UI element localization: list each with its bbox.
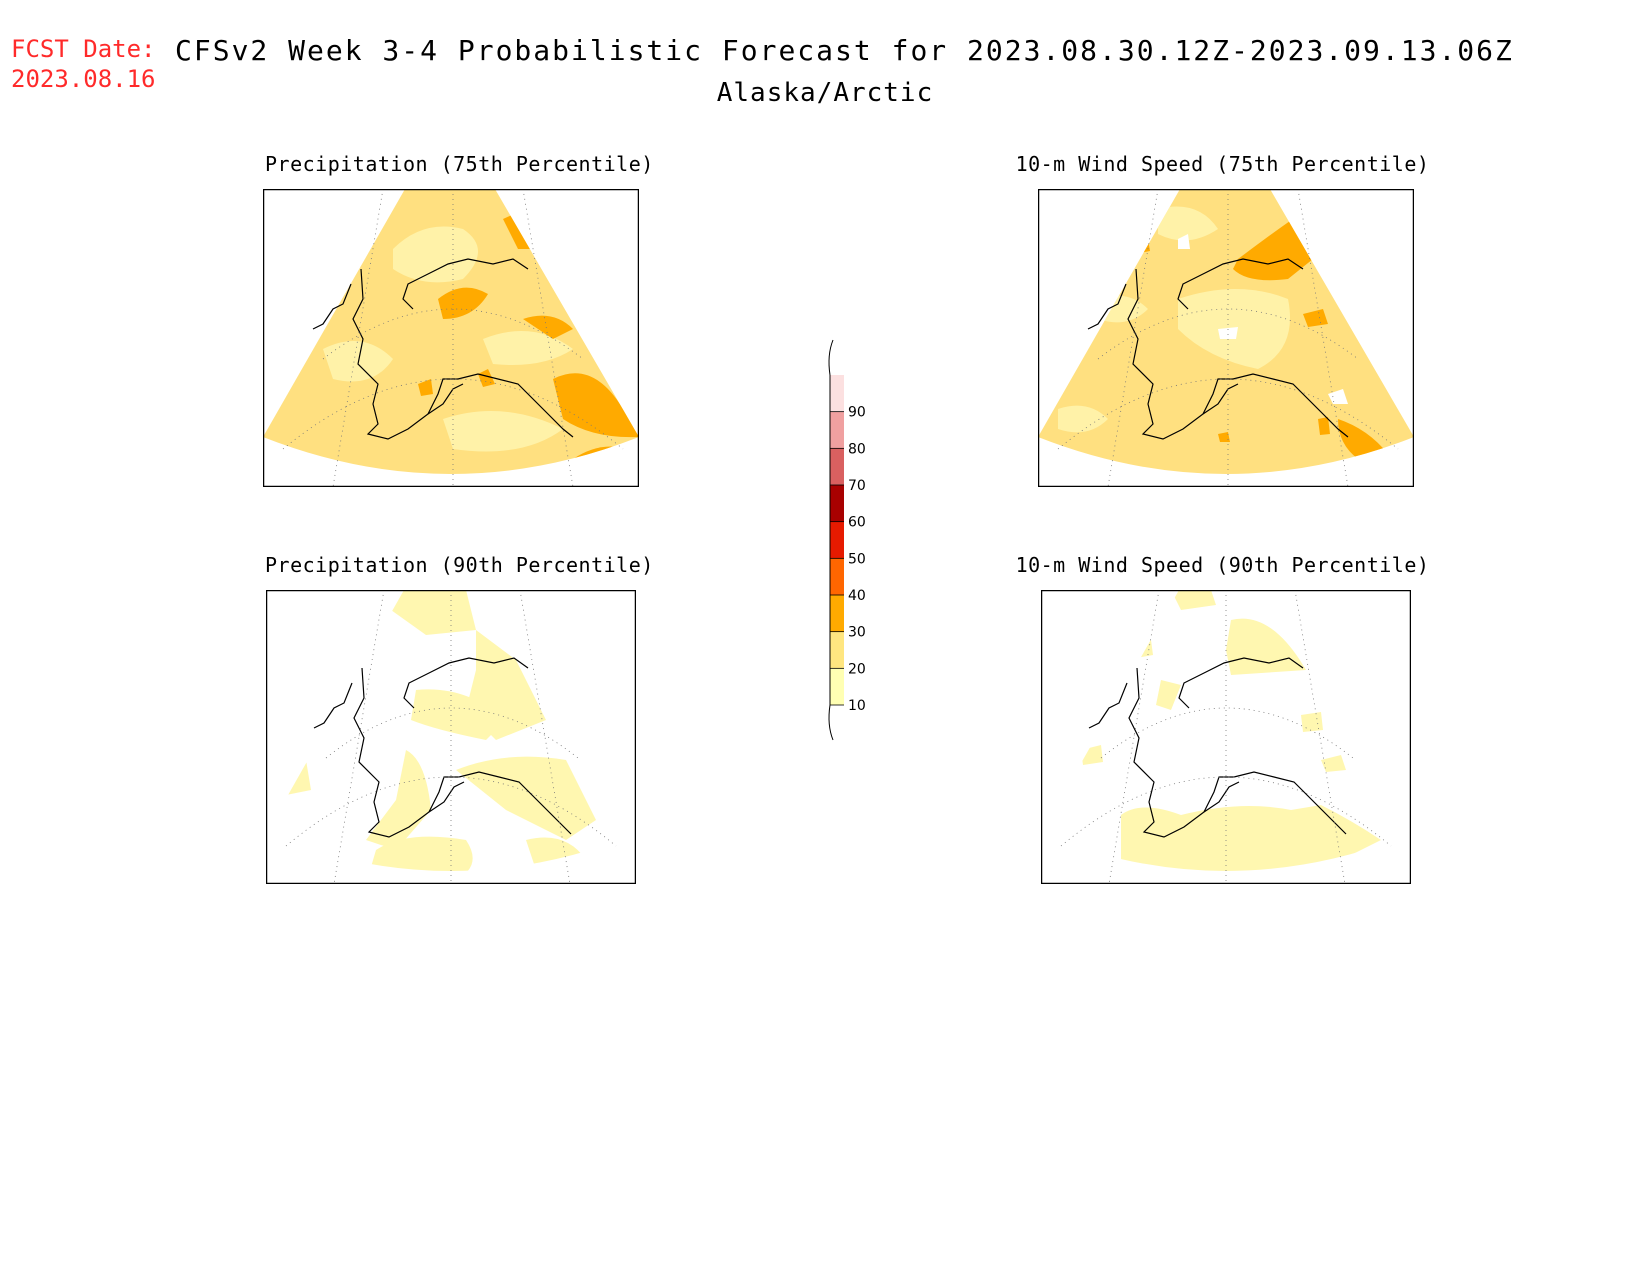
colorbar-tick-label: 50 (848, 551, 866, 567)
forecast-date-label: FCST Date: (11, 35, 156, 63)
graticule (282, 189, 624, 487)
colorbar-segment (830, 631, 844, 669)
colorbar-segment (830, 411, 844, 449)
colorbar-labels: 10 20 30 40 50 60 70 80 90 (848, 405, 866, 714)
colorbar-tick-label: 90 (848, 405, 866, 421)
colorbar-segment (830, 448, 844, 485)
colorbar-segment (830, 668, 844, 705)
region-subtitle: Alaska/Arctic (716, 78, 934, 108)
map-frame (1038, 189, 1414, 487)
probability-field (263, 189, 639, 474)
colorbar-segments (830, 375, 844, 706)
map-frame (266, 590, 636, 884)
map-wind-90 (1041, 590, 1411, 884)
colorbar-tick-label: 10 (848, 698, 866, 714)
colorbar-segment (830, 485, 844, 522)
coastline (312, 258, 574, 440)
colorbar-segment (830, 521, 844, 559)
colorbar-tick-label: 20 (848, 661, 866, 677)
colorbar-bottom-arrow (828, 704, 834, 741)
probability-field (266, 590, 636, 871)
colorbar-tick-label: 80 (848, 441, 866, 457)
panel-title-precip-90: Precipitation (90th Percentile) (265, 553, 654, 577)
map-frame (1041, 590, 1411, 884)
colorbar-tick-label: 40 (848, 588, 866, 604)
map-frame (263, 189, 639, 487)
map-precip-75 (263, 189, 639, 487)
colorbar-tick-label: 70 (848, 478, 866, 494)
colorbar-tick-label: 30 (848, 625, 866, 641)
panel-title-wind-75: 10-m Wind Speed (75th Percentile) (1015, 152, 1430, 176)
probability-field (1041, 590, 1411, 871)
map-wind-75 (1038, 189, 1414, 487)
panel-title-precip-75: Precipitation (75th Percentile) (265, 152, 654, 176)
colorbar-tick-label: 60 (848, 515, 866, 531)
probability-field (1038, 189, 1414, 474)
map-precip-90 (266, 590, 636, 884)
graticule (1057, 189, 1399, 487)
forecast-date-value: 2023.08.16 (11, 65, 156, 93)
colorbar-top-arrow (828, 339, 834, 376)
panel-title-wind-90: 10-m Wind Speed (90th Percentile) (1015, 553, 1430, 577)
coastline (313, 657, 572, 838)
page-title: CFSv2 Week 3-4 Probabilistic Forecast fo… (175, 34, 1514, 67)
colorbar-segment (830, 558, 844, 595)
colorbar-segment (830, 595, 844, 632)
colorbar-segment (830, 375, 844, 412)
forecast-date-block: FCST Date: 2023.08.16 (11, 34, 156, 94)
coastline (1088, 657, 1347, 838)
graticule (285, 590, 617, 884)
graticule (1060, 590, 1392, 884)
colorbar: 10 20 30 40 50 60 70 80 90 (828, 339, 866, 741)
coastline (1087, 258, 1349, 440)
